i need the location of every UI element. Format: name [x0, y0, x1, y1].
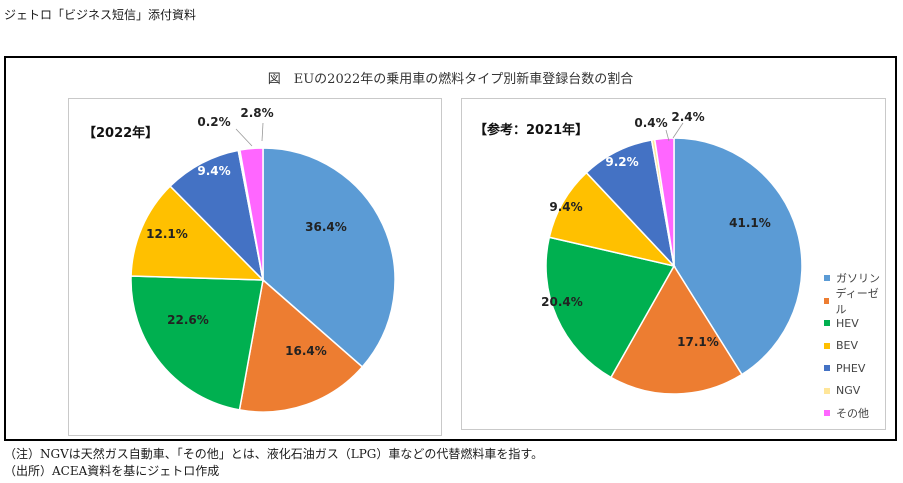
- pie-slice: [545, 236, 676, 379]
- data-label: 0.4%: [634, 116, 667, 130]
- pie-slice: [130, 275, 264, 411]
- pie-slice: [130, 185, 265, 281]
- page-header: ジェトロ「ビジネス短信」添付資料: [4, 8, 197, 22]
- pie-slice: [239, 147, 264, 281]
- pie-slice: [262, 147, 396, 368]
- legend-label: その他: [836, 407, 869, 421]
- pie-slice: [548, 171, 677, 268]
- legend-label: ガソリン: [836, 272, 880, 286]
- figure-title: 図 EUの2022年の乗用車の燃料タイプ別新車登録台数の割合: [267, 72, 634, 87]
- legend-item: ディーゼル: [824, 287, 885, 316]
- legend-label: HEV: [836, 316, 859, 330]
- data-label: 0.2%: [197, 115, 230, 129]
- legend-swatch: [824, 342, 830, 349]
- legend-label: ディーゼル: [835, 286, 879, 316]
- legend-label: PHEV: [836, 361, 866, 375]
- legend-item: NGV: [824, 380, 885, 403]
- pie-slice: [673, 137, 803, 376]
- data-label: 22.6%: [167, 313, 209, 327]
- legend-item: BEV: [824, 335, 885, 358]
- pie-slice: [238, 278, 364, 413]
- pie-slice: [169, 149, 265, 283]
- data-label: 2.4%: [671, 110, 704, 124]
- data-label: 9.2%: [605, 155, 638, 169]
- data-label: 2.8%: [240, 106, 273, 120]
- data-label: 36.4%: [305, 220, 347, 234]
- legend-item: HEV: [824, 312, 885, 335]
- legend-item: ガソリン: [824, 267, 885, 290]
- chart-panel-2021: 41.1% 17.1% 20.4% 9.4% 9.2% 0.4% 2.4% 【参考：2021…: [461, 98, 886, 430]
- legend-label: NGV: [836, 384, 861, 398]
- chart-title-2021: 【参考：2021年】: [474, 123, 589, 138]
- legend-swatch: [824, 275, 830, 282]
- legend-item: PHEV: [824, 357, 885, 380]
- data-label: 16.4%: [285, 344, 327, 358]
- legend-label: BEV: [836, 339, 859, 353]
- legend-item: その他: [824, 402, 885, 425]
- chart-panel-2022: 36.4% 16.4% 22.6% 12.1% 9.4% 0.2% 2.8% 【2022年】: [68, 98, 442, 436]
- label-leader-line: [672, 122, 684, 139]
- label-leader-line: [235, 128, 253, 147]
- chart-title-2022: 【2022年】: [83, 126, 159, 141]
- pie-slice: [653, 137, 675, 267]
- pie-slice: [609, 264, 743, 395]
- data-label: 12.1%: [146, 227, 188, 241]
- pie-chart-2022: 36.4% 16.4% 22.6% 12.1% 9.4% 0.2% 2.8%: [130, 106, 396, 413]
- legend-swatch: [824, 297, 830, 304]
- notes: （注）NGVは天然ガス自動車、「その他」とは、液化石油ガス（LPG）車などの代替…: [4, 446, 543, 480]
- source-text: （出所）ACEA資料を基にジェトロ作成: [4, 464, 220, 478]
- data-label: 20.4%: [541, 295, 583, 309]
- legend-swatch: [824, 387, 830, 394]
- data-label: 17.1%: [677, 335, 719, 349]
- pie-chart-2021: 41.1% 17.1% 20.4% 9.4% 9.2% 0.4% 2.4%: [541, 110, 803, 395]
- legend-swatch: [824, 320, 830, 327]
- legend-swatch: [824, 365, 830, 372]
- label-leader-line: [261, 122, 264, 142]
- legend: ガソリン ディーゼル HEV BEV PHEV NGV その他: [824, 267, 885, 425]
- data-label: 9.4%: [549, 200, 582, 214]
- label-leader-line: [665, 129, 670, 142]
- data-label: 9.4%: [197, 164, 230, 178]
- legend-swatch: [824, 410, 830, 417]
- figure-frame: 図 EUの2022年の乗用車の燃料タイプ別新車登録台数の割合 36.4% 16.4…: [4, 56, 897, 441]
- note-text: （注）NGVは天然ガス自動車、「その他」とは、液化石油ガス（LPG）車などの代替…: [4, 447, 544, 461]
- data-label: 41.1%: [729, 216, 771, 230]
